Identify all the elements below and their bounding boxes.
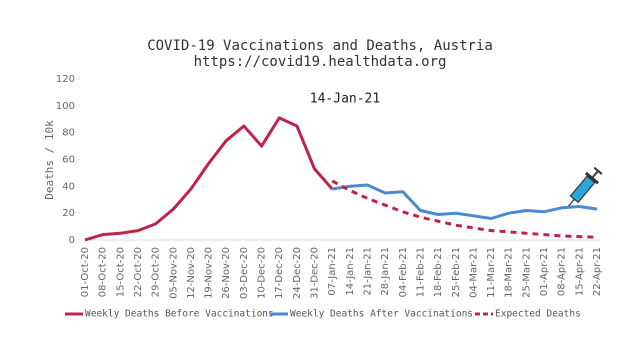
x-tick-label: 08-Apr-21	[557, 247, 568, 296]
x-tick-label: 03-Dec-20	[239, 247, 250, 299]
x-tick-label: 08-Oct-20	[98, 247, 109, 297]
x-tick-label: 29-Oct-20	[151, 247, 162, 297]
x-tick-label: 25-Mar-21	[521, 247, 532, 298]
y-tick-label: 100	[56, 101, 75, 112]
annotation: 14-Jan-21	[310, 92, 380, 107]
x-tick-label: 04-Mar-21	[468, 247, 479, 298]
y-tick-label: 0	[69, 235, 75, 246]
series-line	[331, 183, 598, 220]
x-tick-label: 31-Dec-20	[310, 247, 321, 299]
y-tick-label: 40	[62, 181, 75, 192]
y-axis-label: Deaths / 10k	[43, 120, 56, 200]
x-tick-label: 11-Mar-21	[486, 247, 497, 298]
x-tick-label: 18-Mar-21	[504, 247, 515, 298]
x-tick-label: 22-Oct-20	[133, 247, 144, 297]
chart-title: COVID-19 Vaccinations and Deaths, Austri…	[147, 38, 493, 54]
x-tick-label: 15-Oct-20	[115, 247, 126, 297]
x-tick-label: 22-Apr-21	[592, 247, 603, 296]
chart-subtitle: https://covid19.healthdata.org	[194, 54, 447, 70]
x-tick-label: 05-Nov-20	[168, 247, 179, 299]
syringe-icon	[567, 166, 603, 208]
x-tick-label: 19-Nov-20	[204, 247, 215, 299]
x-tick-label: 01-Apr-21	[539, 247, 550, 296]
y-tick-label: 120	[56, 74, 75, 85]
x-tick-label: 12-Nov-20	[186, 247, 197, 299]
x-tick-label: 21-Jan-21	[362, 247, 373, 296]
x-tick-label: 04-Feb-21	[398, 247, 409, 297]
series-line	[331, 179, 598, 239]
x-tick-label: 01-Oct-20	[80, 247, 91, 297]
x-tick-label: 26-Nov-20	[221, 247, 232, 299]
legend-label: Weekly Deaths After Vaccinations	[290, 309, 473, 320]
x-tick-label: 07-Jan-21	[327, 247, 338, 296]
y-tick-label: 20	[62, 208, 75, 219]
x-tick-label: 25-Feb-21	[451, 247, 462, 297]
x-tick-label: 28-Jan-21	[380, 247, 391, 296]
x-tick-label: 15-Apr-21	[574, 247, 585, 296]
legend-label: Weekly Deaths Before Vaccinations	[85, 309, 274, 320]
x-tick-label: 11-Feb-21	[415, 247, 426, 297]
x-tick-label: 14-Jan-21	[345, 247, 356, 296]
x-tick-label: 24-Dec-20	[292, 247, 303, 299]
legend-label: Expected Deaths	[495, 309, 581, 320]
series-line	[84, 116, 334, 242]
x-tick-label: 17-Dec-20	[274, 247, 285, 299]
x-tick-label: 18-Feb-21	[433, 247, 444, 297]
x-tick-label: 10-Dec-20	[257, 247, 268, 299]
y-tick-label: 60	[62, 155, 75, 166]
y-tick-label: 80	[62, 128, 75, 139]
